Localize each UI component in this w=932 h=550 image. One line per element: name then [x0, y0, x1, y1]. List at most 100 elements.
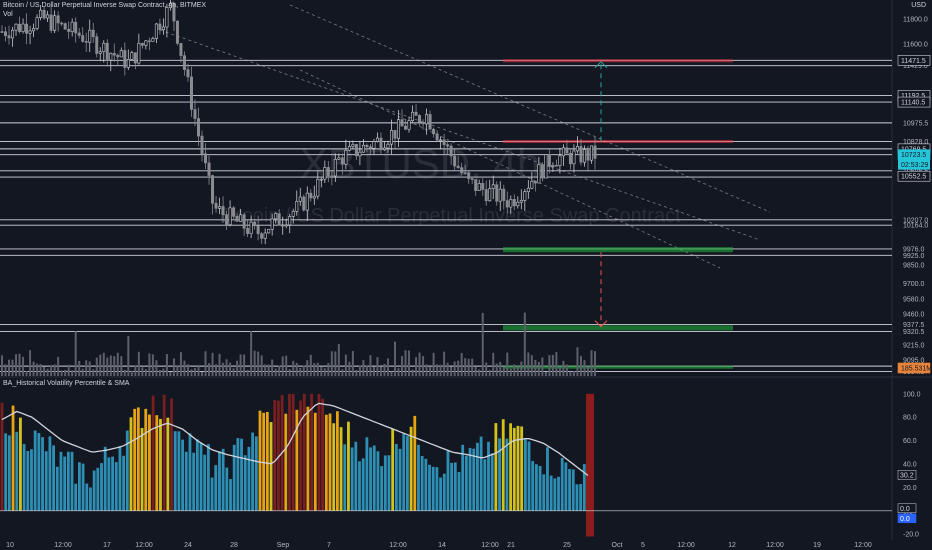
candle-body: [442, 139, 446, 145]
price-axis[interactable]: 11800.0 11600.0 11429.0 11192.5 10975.5 10828…: [897, 16, 932, 376]
indicator-tick-label: -20.0: [903, 532, 919, 539]
volume-bar: [278, 365, 281, 376]
volume-bar: [113, 356, 116, 376]
hv-bar: [383, 455, 387, 511]
volatility-histogram: [0, 393, 892, 537]
candle-body: [446, 144, 450, 147]
hv-bar: [557, 476, 560, 511]
candle-body: [70, 21, 74, 32]
volume-bar: [295, 362, 298, 376]
price-box-label: 10723.5: [901, 152, 926, 159]
volume-bar: [32, 361, 35, 376]
candle-body: [288, 216, 292, 226]
volume-bar: [271, 359, 274, 376]
hv-bar: [347, 421, 350, 511]
hv-bar: [192, 452, 196, 511]
hv-bar: [129, 417, 133, 511]
volume-bar: [401, 356, 404, 376]
candle-body: [488, 188, 492, 202]
volume-bar: [534, 359, 537, 376]
volume-bar: [109, 355, 112, 376]
time-tick-label: 12:00: [854, 542, 872, 549]
currency-label[interactable]: USD: [911, 2, 926, 9]
time-tick-label: 12:00: [54, 542, 72, 549]
candle-body: [404, 125, 408, 130]
indicator-tick-label: 20.0: [903, 485, 917, 492]
candle-body: [365, 144, 369, 148]
volume-bar: [446, 362, 449, 376]
hv-bar: [494, 423, 498, 511]
candle-body: [284, 224, 288, 227]
indicator-title[interactable]: BA_Historical Volatility Percentile & SM…: [3, 380, 130, 387]
candle-body: [481, 183, 485, 190]
time-axis[interactable]: 10 12:00 17 12:00 24 28 Sep 7 12:00 14 12:00 21 25 Oc…: [6, 542, 872, 549]
volume-bar: [162, 368, 165, 376]
time-tick-label: 24: [184, 542, 192, 549]
hv-bar: [328, 413, 332, 511]
volume-bar: [415, 357, 418, 376]
candle-body: [77, 32, 81, 36]
candle-body: [67, 28, 71, 32]
candle-body: [53, 15, 57, 31]
hv-bar: [335, 411, 339, 511]
price-tick-label: 9580.0: [903, 296, 925, 303]
candle-body: [593, 145, 597, 159]
hv-bar: [41, 437, 44, 511]
candle-body: [274, 213, 278, 220]
volume-bar: [116, 352, 119, 376]
volume-bar: [74, 331, 77, 376]
candle-body: [558, 155, 562, 166]
candle-body: [21, 23, 25, 32]
hv-bar: [140, 427, 144, 511]
time-tick-label: Oct: [612, 542, 623, 549]
candle-body: [204, 153, 208, 164]
volume-bar: [257, 351, 260, 376]
candle-body: [42, 9, 46, 19]
candle-body: [147, 40, 151, 43]
time-tick-label: 12:00: [677, 542, 695, 549]
candle-body: [312, 195, 316, 199]
volume-bar: [537, 361, 540, 376]
price-tick-label: 11600.0: [903, 42, 928, 49]
volume-bar: [144, 369, 147, 376]
hv-bar: [0, 402, 4, 511]
volume-bar: [457, 360, 460, 376]
price-box-label: 11471.5: [901, 58, 926, 65]
volume-bar: [186, 364, 189, 376]
hv-bar: [206, 444, 210, 511]
candle-body: [235, 215, 239, 222]
projection-arrows: [594, 61, 608, 328]
hv-bar: [262, 412, 266, 511]
price-tick-label: 10164.0: [903, 223, 928, 230]
candle-body: [561, 147, 565, 157]
hv-bar: [118, 446, 122, 511]
volume-bar: [471, 358, 474, 376]
candle-body: [491, 184, 495, 189]
candle-body: [144, 40, 148, 46]
hv-bar: [332, 423, 336, 511]
hv-bar: [442, 473, 446, 511]
volume-bar: [274, 368, 277, 376]
volume-bar: [281, 356, 284, 376]
price-box-label: 185.531M: [901, 366, 932, 373]
hv-bar: [398, 448, 402, 511]
volume-label[interactable]: Vol: [3, 11, 13, 18]
candle-body: [119, 50, 123, 58]
green-zone: [503, 325, 733, 331]
hv-bar: [107, 457, 111, 511]
indicator-tick-label: 100.0: [903, 391, 921, 398]
price-tick-label: 9700.0: [903, 281, 925, 288]
hv-bar: [468, 447, 472, 511]
candle-body: [509, 199, 513, 208]
volume-bar: [562, 360, 565, 376]
hv-bar: [380, 466, 384, 511]
hv-bar: [288, 393, 291, 511]
volume-bar: [225, 359, 228, 376]
hv-bar: [125, 430, 129, 511]
symbol-header[interactable]: Bitcoin / US Dollar Perpetual Inverse Sw…: [3, 2, 207, 9]
hv-bar: [350, 447, 354, 511]
volume-bar: [590, 350, 593, 376]
candle-body: [589, 145, 593, 161]
volume-bar: [474, 366, 477, 376]
